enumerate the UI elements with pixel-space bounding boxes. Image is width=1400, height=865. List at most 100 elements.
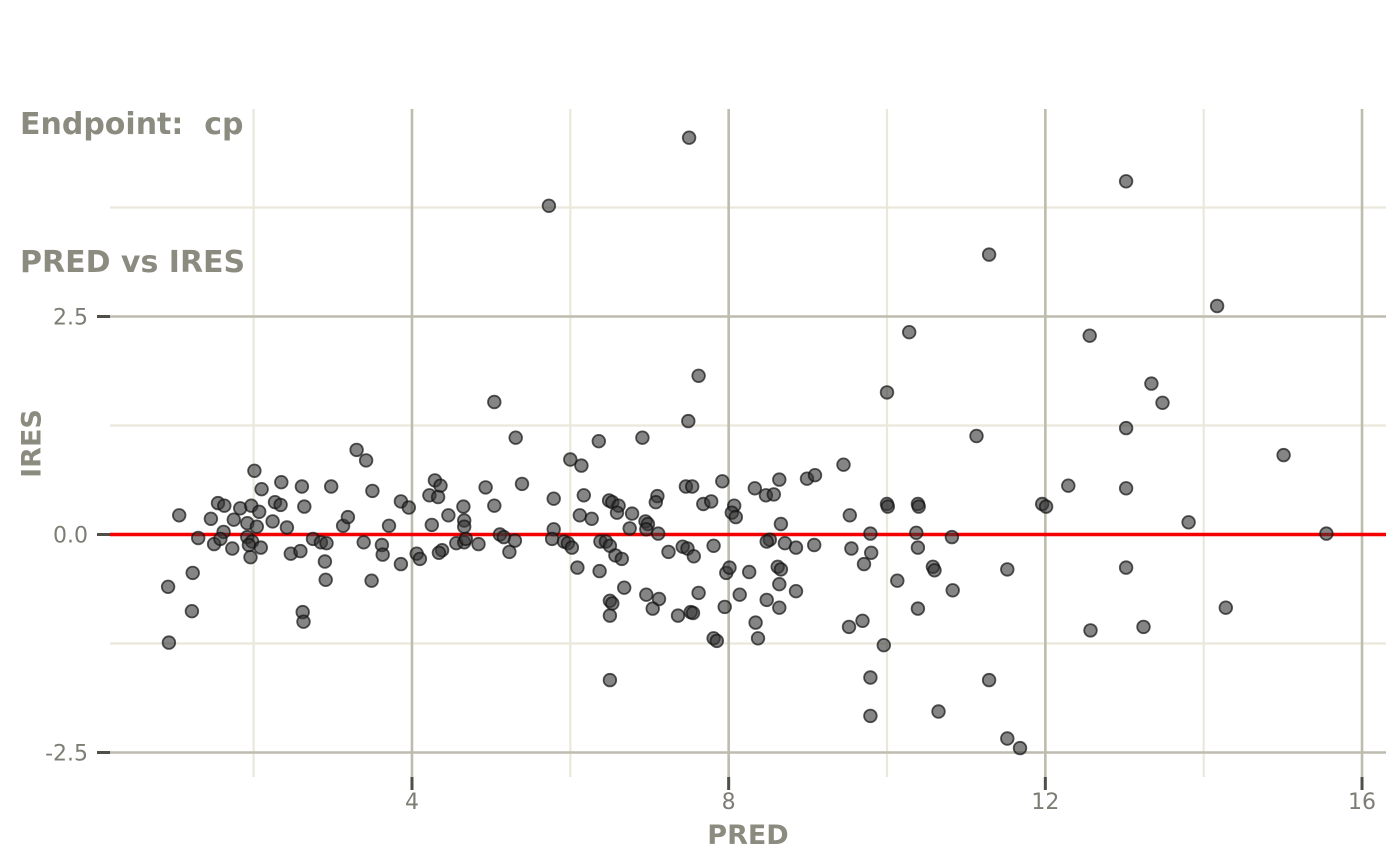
data-point: [381, 518, 397, 534]
data-point: [364, 573, 379, 588]
data-point: [253, 540, 268, 555]
x-tick-label: 4: [405, 790, 419, 815]
data-point: [759, 592, 774, 608]
data-point: [591, 434, 607, 449]
data-point: [686, 549, 702, 564]
data-point: [772, 472, 787, 487]
data-point: [365, 483, 380, 499]
data-point: [564, 540, 580, 555]
data-point: [265, 514, 280, 529]
data-point: [1276, 447, 1291, 463]
data-point: [441, 508, 456, 523]
data-point: [160, 579, 176, 595]
data-point: [213, 531, 228, 547]
data-point: [863, 708, 878, 724]
data-point: [247, 463, 262, 479]
data-point: [766, 487, 782, 502]
data-point: [294, 479, 310, 494]
data-point: [969, 428, 984, 444]
data-point: [602, 608, 618, 623]
data-point: [807, 468, 823, 483]
data-point: [190, 530, 206, 546]
data-point: [507, 533, 523, 548]
y-tick-label: -2.5: [45, 742, 88, 767]
data-point: [319, 536, 334, 551]
data-point: [296, 614, 311, 629]
data-point: [863, 526, 878, 541]
data-point: [185, 565, 200, 581]
data-point: [661, 544, 676, 560]
data-point: [691, 368, 706, 384]
data-point: [592, 563, 607, 579]
data-point: [910, 601, 926, 616]
data-point: [340, 509, 356, 525]
data-point: [412, 551, 428, 567]
data-point: [1319, 526, 1334, 541]
data-point: [297, 499, 312, 514]
data-point: [456, 499, 471, 514]
data-point: [1118, 174, 1134, 189]
data-point: [910, 540, 926, 555]
data-point: [807, 537, 822, 553]
data-point: [471, 536, 486, 552]
data-point: [541, 198, 557, 214]
data-point: [274, 475, 289, 490]
data-point: [570, 560, 585, 575]
data-point: [487, 498, 502, 513]
data-point: [279, 520, 295, 535]
data-point: [617, 580, 632, 595]
data-point: [879, 385, 895, 400]
data-point: [911, 499, 926, 514]
plot-title: Endpoint: cp: [20, 107, 244, 142]
data-point: [651, 526, 666, 541]
data-point: [759, 534, 774, 549]
data-point: [1181, 515, 1196, 530]
data-point: [624, 506, 640, 521]
data-point: [706, 538, 721, 554]
data-point: [670, 608, 686, 623]
data-point: [1012, 740, 1028, 756]
data-point: [639, 587, 654, 602]
plot-subtitle: PRED vs IRES: [20, 245, 246, 280]
data-point: [855, 613, 870, 629]
data-point: [748, 615, 763, 630]
data-point: [773, 562, 789, 577]
data-point: [747, 481, 763, 496]
data-point: [1000, 562, 1015, 577]
data-point: [431, 545, 447, 561]
data-point: [717, 599, 732, 615]
data-point: [609, 505, 625, 520]
data-point: [184, 604, 200, 619]
data-point: [1209, 298, 1225, 314]
data-point: [457, 519, 472, 534]
data-point: [645, 601, 660, 616]
data-point: [430, 489, 446, 505]
data-point: [508, 430, 523, 445]
data-point: [546, 491, 561, 506]
data-point: [709, 633, 725, 649]
x-tick-label: 8: [722, 790, 736, 815]
data-point: [681, 413, 696, 429]
data-point: [572, 508, 588, 523]
data-point: [605, 596, 620, 611]
data-point: [252, 504, 267, 520]
data-point: [909, 525, 924, 541]
data-point: [691, 585, 706, 601]
data-point: [635, 430, 650, 445]
data-point: [890, 573, 905, 588]
data-point: [614, 551, 630, 567]
data-point: [728, 509, 744, 525]
data-point: [1000, 731, 1015, 746]
data-point: [249, 519, 264, 534]
data-point: [856, 556, 872, 572]
data-point: [241, 537, 257, 553]
data-point: [293, 543, 308, 559]
data-point: [393, 556, 409, 572]
data-point: [715, 474, 730, 489]
data-point: [864, 545, 879, 561]
data-point: [622, 521, 637, 536]
data-point: [1118, 481, 1134, 496]
data-point: [742, 564, 757, 580]
